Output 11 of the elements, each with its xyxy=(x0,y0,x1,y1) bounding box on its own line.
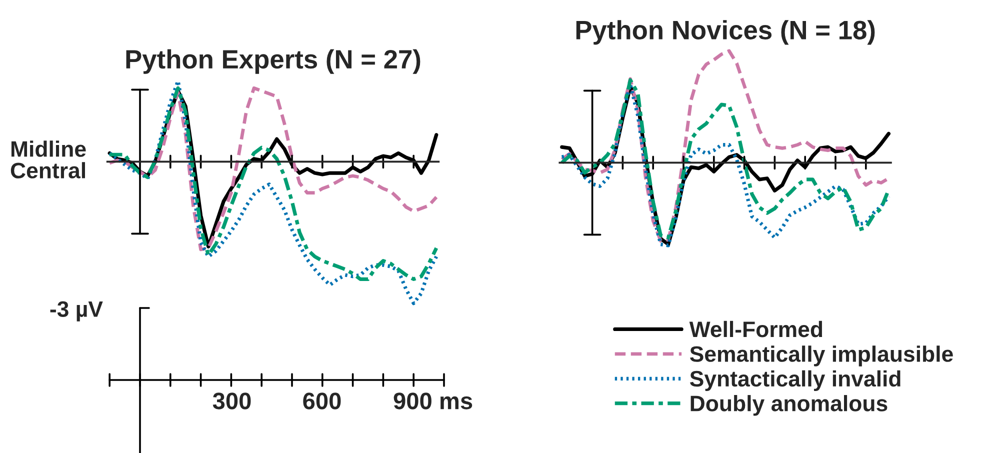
legend-label: Doubly anomalous xyxy=(690,395,888,416)
chart-title: Python Experts (N = 27) xyxy=(126,49,420,74)
legend-label: Semantically implausible xyxy=(690,346,953,366)
legend-label: Syntactically invalid xyxy=(690,370,900,392)
text: 600 xyxy=(303,392,341,410)
text: 300 xyxy=(212,392,251,410)
text: -3 µV xyxy=(50,301,103,322)
legend-label: Well-Formed xyxy=(689,320,822,338)
text: 900 ms xyxy=(394,392,472,410)
chart-title: Python Novices (N = 18) xyxy=(576,20,875,45)
text: Midline Central xyxy=(10,140,86,178)
